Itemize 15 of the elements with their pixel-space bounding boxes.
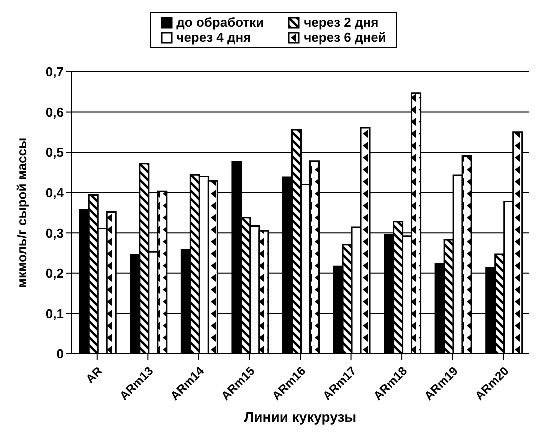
y-tick-label: 0,5	[46, 145, 64, 160]
legend-label: до обработки	[176, 15, 264, 30]
y-tick-label: 0,1	[46, 306, 64, 322]
y-tick-label: 0,2	[46, 266, 64, 282]
y-tick-label: 0	[56, 346, 64, 362]
legend-label: через 6 дней	[304, 30, 386, 45]
y-tick-label: 0,6	[46, 104, 64, 120]
y-tick-label: 0,3	[46, 226, 64, 241]
x-axis-title: Линии кукурузы	[244, 409, 357, 425]
legend-label: через 2 дня	[304, 15, 379, 30]
x-tick-label: AR	[83, 364, 106, 386]
y-tick-label: 0,4	[46, 185, 65, 200]
y-axis-title: мкмоль/г сырой массы	[14, 138, 30, 288]
legend-label: через 4 дня	[176, 30, 252, 45]
y-tick-label: 0,7	[46, 64, 64, 80]
